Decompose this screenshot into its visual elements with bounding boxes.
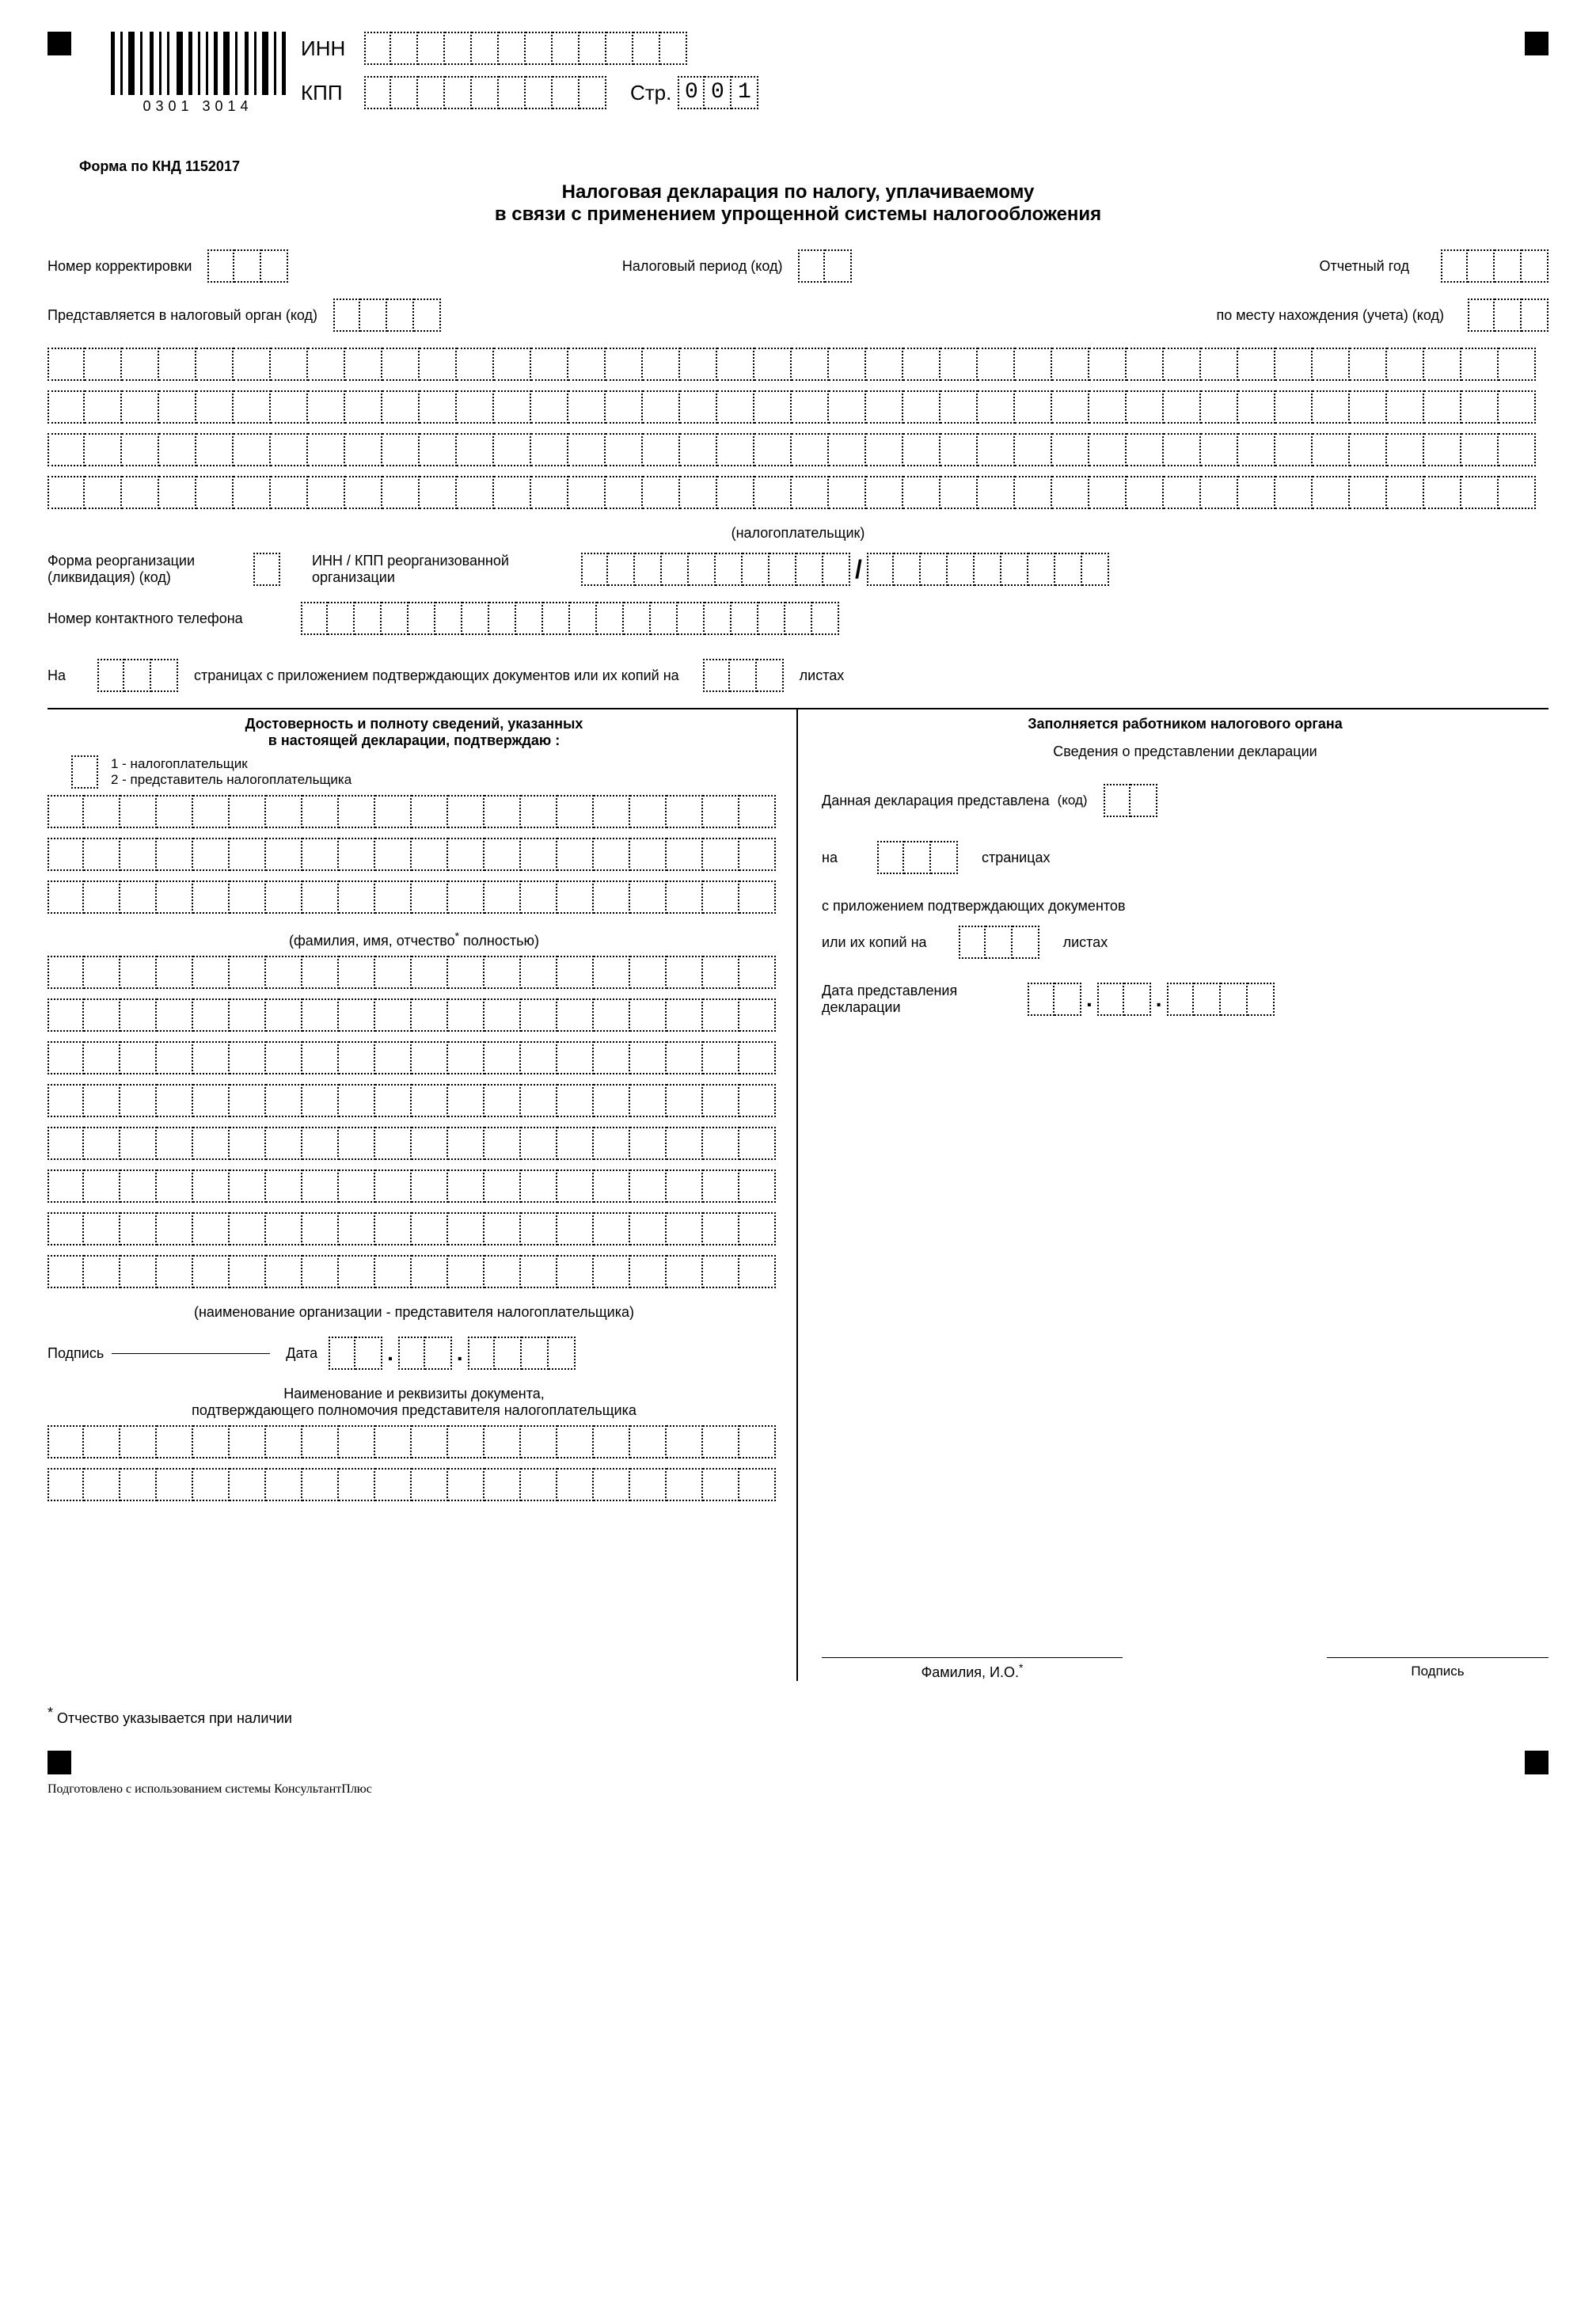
signature-label: Подпись: [48, 1345, 104, 1362]
barcode: 0301 3014: [95, 32, 301, 115]
attach-text: листах: [1063, 934, 1108, 951]
title-line-1: Налоговая декларация по налогу, уплачива…: [48, 181, 1548, 203]
subdate-month[interactable]: [1097, 983, 1151, 1016]
period-label: Налоговый период (код): [622, 258, 783, 275]
org-note: (наименование организации - представител…: [48, 1304, 781, 1321]
subdate-l1: Дата представления: [822, 983, 1028, 999]
reorg-form-label-2: (ликвидация) (код): [48, 569, 253, 586]
row-correction: Номер корректировки Налоговый период (ко…: [48, 249, 1548, 283]
attach-l2: или их копий на: [822, 934, 927, 951]
org-block[interactable]: [48, 956, 781, 1288]
correction-label: Номер корректировки: [48, 258, 192, 275]
doc-block[interactable]: [48, 1425, 781, 1501]
pages-text: страницах с приложением подтверждающих д…: [194, 667, 679, 684]
subdate-l2: декларации: [822, 999, 1028, 1016]
presented-code: (код): [1058, 793, 1088, 808]
form-code: Форма по КНД 1152017: [48, 158, 1548, 175]
presented-cells[interactable]: [1104, 784, 1157, 817]
official-fio-label: Фамилия, И.О.: [922, 1664, 1019, 1680]
kpp-cells[interactable]: [364, 76, 606, 109]
corner-marker-bl: [48, 1751, 71, 1774]
corner-marker-tl: [48, 32, 71, 55]
fio-note: (фамилия, имя, отчество* полностью): [48, 930, 781, 949]
location-label: по месту нахождения (учета) (код): [1217, 307, 1444, 324]
reorg-form-label-1: Форма реорганизации: [48, 553, 253, 569]
subdate-year[interactable]: [1167, 983, 1275, 1016]
doc-label-2: подтверждающего полномочия представителя…: [48, 1402, 781, 1419]
official-on-label: на: [822, 850, 838, 866]
footer-credit: Подготовлено с использованием системы Ко…: [48, 1782, 1548, 1797]
correction-cells[interactable]: [207, 249, 288, 283]
date-label: Дата: [286, 1345, 317, 1362]
official-heading: Заполняется работником налогового органа: [822, 716, 1548, 732]
footnote: * Отчество указывается при наличии: [48, 1705, 1548, 1727]
official-fio-line[interactable]: [822, 1657, 1123, 1658]
presented-label: Данная декларация представлена: [822, 793, 1050, 809]
doc-label-1: Наименование и реквизиты документа,: [48, 1386, 781, 1402]
corner-marker-br: [1525, 1751, 1548, 1774]
date-year[interactable]: [468, 1337, 576, 1370]
attach-cells[interactable]: [959, 926, 1039, 959]
official-pages-cells[interactable]: [877, 841, 958, 874]
date-month[interactable]: [398, 1337, 452, 1370]
inn-cells[interactable]: [364, 32, 687, 65]
confirm-opt2: 2 - представитель налогоплательщика: [111, 772, 352, 788]
submitted-cells[interactable]: [333, 299, 441, 332]
taxpayer-name-block[interactable]: [48, 348, 1548, 509]
location-cells[interactable]: [1468, 299, 1548, 332]
row-pages: На страницах с приложением подтверждающи…: [48, 659, 1548, 692]
attach-l1: с приложением подтверждающих документов: [822, 898, 1548, 915]
row-phone: Номер контактного телефона: [48, 602, 1548, 635]
header-top: 0301 3014 ИНН КПП Стр. 001: [48, 32, 1548, 127]
confirm-opt1: 1 - налогоплательщик: [111, 756, 352, 772]
signature-line[interactable]: [112, 1353, 270, 1354]
kpp-label: КПП: [301, 81, 364, 105]
row-submitted: Представляется в налоговый орган (код) п…: [48, 299, 1548, 332]
corner-marker-tr: [1525, 32, 1548, 55]
reorg-innkpp-label-2: организации: [312, 569, 581, 586]
confirm-type-cells[interactable]: [71, 755, 98, 789]
sheets-count-cells[interactable]: [703, 659, 784, 692]
row-reorg: Форма реорганизации (ликвидация) (код) И…: [48, 553, 1548, 586]
submitted-label: Представляется в налоговый орган (код): [48, 307, 317, 324]
phone-cells[interactable]: [301, 602, 839, 635]
reorg-separator: /: [850, 553, 867, 586]
barcode-caption: 0301 3014: [142, 98, 253, 115]
official-sub: Сведения о представлении декларации: [822, 743, 1548, 760]
period-cells[interactable]: [798, 249, 852, 283]
title-line-2: в связи с применением упрощенной системы…: [48, 203, 1548, 226]
on-label: На: [48, 667, 66, 684]
reorg-form-cells[interactable]: [253, 553, 280, 586]
inn-label: ИНН: [301, 36, 364, 61]
phone-label: Номер контактного телефона: [48, 610, 301, 627]
reorg-inn-cells[interactable]: [581, 553, 850, 586]
year-label: Отчетный год: [1320, 258, 1410, 275]
official-pages-text: страницах: [982, 850, 1051, 866]
confirm-heading-2: в настоящей декларации, подтверждаю :: [48, 732, 781, 749]
fio-block[interactable]: [48, 795, 781, 914]
page-label: Стр.: [630, 81, 671, 105]
subdate-day[interactable]: [1028, 983, 1081, 1016]
sheets-text: листах: [800, 667, 845, 684]
official-sig-line[interactable]: [1327, 1657, 1548, 1658]
official-sig-label: Подпись: [1327, 1664, 1548, 1679]
page-cells: 001: [678, 76, 758, 109]
pages-count-cells[interactable]: [97, 659, 178, 692]
reorg-innkpp-label-1: ИНН / КПП реорганизованной: [312, 553, 581, 569]
taxpayer-note: (налогоплательщик): [48, 525, 1548, 542]
reorg-kpp-cells[interactable]: [867, 553, 1109, 586]
year-cells[interactable]: [1441, 249, 1548, 283]
confirm-heading-1: Достоверность и полноту сведений, указан…: [48, 716, 781, 732]
date-day[interactable]: [329, 1337, 382, 1370]
